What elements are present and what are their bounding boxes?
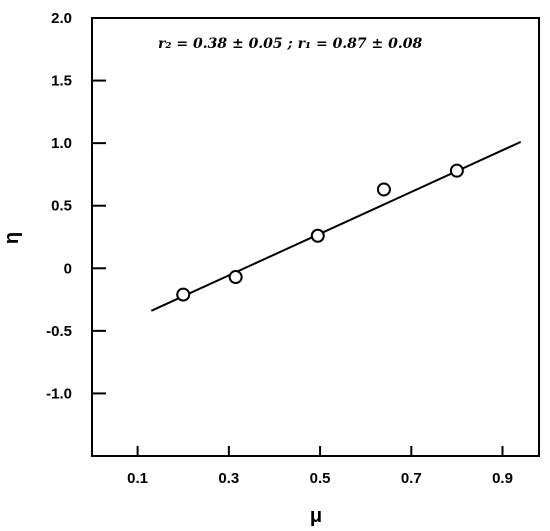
data-point <box>310 228 325 243</box>
fit-line-layer <box>150 140 522 312</box>
x-tick-label: 0.5 <box>310 470 331 487</box>
y-tick-label: 1.5 <box>51 73 72 90</box>
data-points <box>176 163 464 302</box>
y-axis-title: η <box>1 232 23 244</box>
y-tick-label: -1.0 <box>46 385 72 402</box>
x-tick-label: 0.7 <box>401 470 422 487</box>
x-tick-label: 0.3 <box>218 470 239 487</box>
annotation-text: r₂ = 0.38 ± 0.05 ; r₁ = 0.87 ± 0.08 <box>158 36 422 52</box>
y-tick-label: 0.5 <box>51 198 72 215</box>
data-point <box>176 287 191 302</box>
data-point <box>449 163 464 178</box>
y-tick-label: -0.5 <box>46 323 72 340</box>
x-tick-label: 0.1 <box>127 470 148 487</box>
data-point <box>228 270 243 285</box>
x-tick-label: 0.9 <box>492 470 513 487</box>
y-axis-ticks: 2.0 1.5 1.0 0.5 0 -0.5 -1.0 <box>46 10 106 402</box>
y-tick-label: 1.0 <box>51 135 72 152</box>
plot-frame <box>91 17 540 457</box>
x-axis-ticks: 0.1 0.3 0.5 0.7 0.9 <box>127 446 513 487</box>
y-tick-label: 2.0 <box>51 10 72 27</box>
y-tick-label: 0 <box>64 260 72 277</box>
x-axis-title: μ <box>310 505 322 527</box>
data-point <box>376 182 391 197</box>
fit-line <box>150 140 522 312</box>
